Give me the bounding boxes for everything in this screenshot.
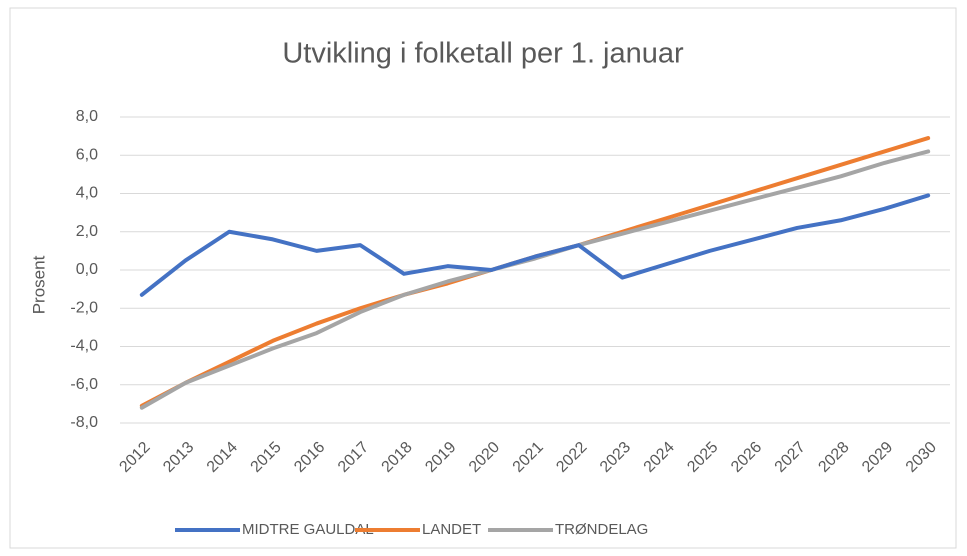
legend-label: LANDET xyxy=(422,521,481,538)
y-tick-label: -4,0 xyxy=(70,338,98,355)
chart-border xyxy=(9,7,957,549)
legend-label: MIDTRE GAULDAL xyxy=(242,521,374,538)
legend-label: TRØNDELAG xyxy=(555,521,648,538)
y-tick-label: 6,0 xyxy=(76,146,98,163)
y-tick-label: 8,0 xyxy=(76,108,98,125)
y-tick-label: -2,0 xyxy=(70,299,98,316)
y-tick-label: -6,0 xyxy=(70,376,98,393)
y-tick-label: 0,0 xyxy=(76,261,98,278)
y-tick-label: 4,0 xyxy=(76,185,98,202)
series-line xyxy=(139,193,931,297)
y-tick-label: -8,0 xyxy=(70,414,98,431)
chart-title: Utvikling i folketall per 1. januar xyxy=(282,38,684,70)
y-tick-label: 2,0 xyxy=(76,223,98,240)
y-axis-label: Prosent xyxy=(29,255,48,314)
